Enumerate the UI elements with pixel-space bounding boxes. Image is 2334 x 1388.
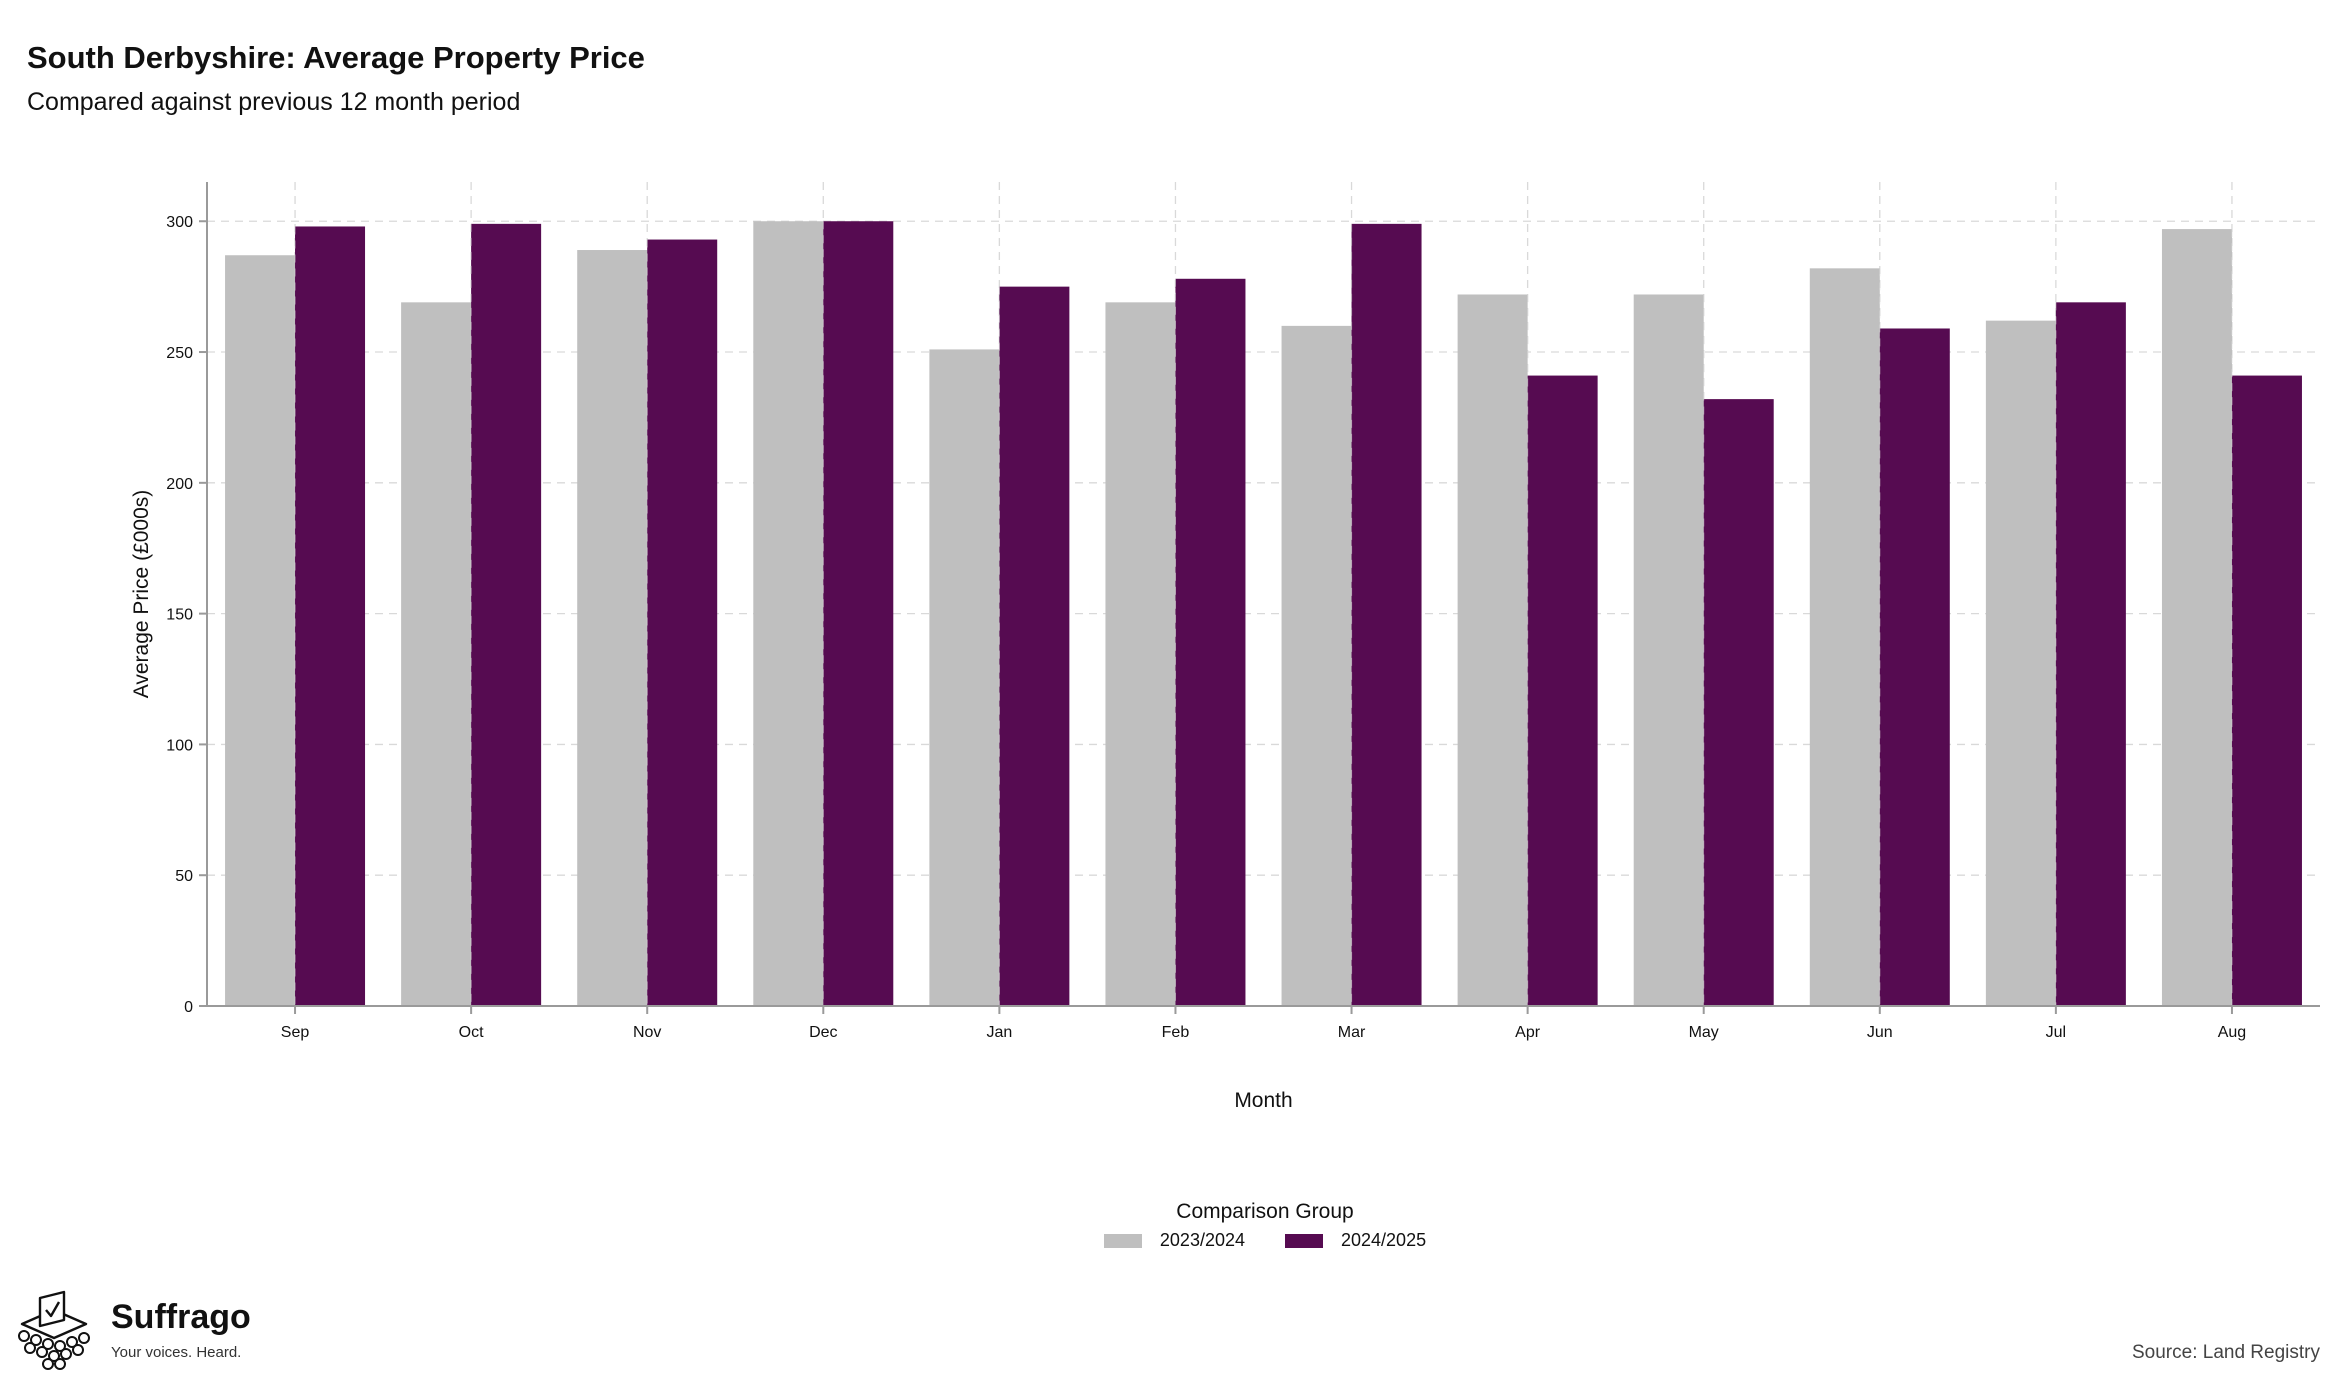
axes: 0 50 100 150 200 250 300 Sep Oct Nov Dec Jan Feb Mar A… [166,182,2320,1041]
bar-2024-2025-may [1703,399,1774,1007]
y-tick-label: 300 [166,214,193,231]
bar-2023-2024-jan [929,349,1000,1006]
x-tick-label-jan: Jan [986,1024,1012,1041]
bar-2024-2025-jul [2055,302,2126,1006]
x-tick-label-nov: Nov [633,1024,661,1041]
ballot-box-icon [18,1290,90,1370]
y-tick-label: 100 [166,737,193,754]
source-note: Source: Land Registry [2132,1342,2320,1363]
x-tick-label-aug: Aug [2218,1024,2246,1041]
x-tick-label-mar: Mar [1338,1024,1366,1041]
x-tick-label-jun: Jun [1867,1024,1893,1041]
brand-logo-block: Suffrago Your voices. Heard. [14,1290,274,1380]
bar-2024-2025-sep [295,226,366,1006]
x-tick-label-oct: Oct [459,1024,484,1041]
y-tick-label: 250 [166,345,193,362]
legend-swatch-2024-2025 [1285,1233,1323,1248]
bar-2023-2024-feb [1105,302,1176,1006]
bar-2024-2025-mar [1351,223,1422,1006]
bar-2023-2024-dec [753,221,824,1006]
bar-2023-2024-apr [1457,294,1528,1006]
y-tick-label: 50 [175,868,193,885]
brand-tagline: Your voices. Heard. [111,1344,242,1361]
legend-item-2023-2024: 2023/2024 [1103,1230,1245,1251]
bars [225,221,2302,1007]
brand-name: Suffrago [111,1298,251,1336]
bar-2023-2024-jun [1809,268,1880,1006]
legend-label-2024-2025: 2024/2025 [1341,1230,1427,1250]
x-tick-label-jul: Jul [2046,1024,2066,1041]
bar-2024-2025-oct [471,223,542,1006]
legend: Comparison Group 2023/2024 2024/2025 [1000,1200,1530,1251]
chart-title: South Derbyshire: Average Property Price [27,40,645,75]
bar-2024-2025-dec [823,221,894,1006]
y-tick-label: 150 [166,607,193,624]
legend-title: Comparison Group [1176,1200,1354,1223]
bar-2023-2024-may [1633,294,1704,1006]
x-tick-label-feb: Feb [1162,1024,1190,1041]
bar-2024-2025-jan [999,286,1070,1007]
legend-swatch-2023-2024 [1103,1233,1142,1248]
bar-2023-2024-mar [1281,325,1352,1006]
bar-2023-2024-nov [577,250,648,1006]
bar-2023-2024-jul [1985,320,2056,1007]
bar-2023-2024-sep [225,255,296,1006]
chart-subtitle: Compared against previous 12 month perio… [27,88,521,116]
x-tick-label-sep: Sep [281,1024,310,1041]
bar-2024-2025-aug [2231,375,2302,1007]
bar-2024-2025-nov [647,239,718,1007]
bar-2023-2024-aug [2161,229,2232,1007]
x-tick-label-dec: Dec [809,1024,837,1041]
bar-chart: 0 50 100 150 200 250 300 Sep Oct Nov Dec Jan Feb Mar A… [130,182,2320,1112]
y-tick-label: 200 [166,476,193,493]
legend-label-2023-2024: 2023/2024 [1159,1230,1245,1250]
x-tick-label-apr: Apr [1515,1024,1541,1041]
x-tick-label-may: May [1689,1024,1719,1041]
x-axis-title: Month [1234,1089,1292,1112]
bar-2024-2025-feb [1175,278,1246,1006]
legend-item-2024-2025: 2024/2025 [1285,1230,1426,1251]
bar-2023-2024-oct [401,302,472,1006]
bar-2024-2025-apr [1527,375,1598,1007]
y-axis-title: Average Price (£000s) [130,490,153,699]
bar-2024-2025-jun [1879,328,1950,1006]
y-tick-label: 0 [184,999,193,1016]
